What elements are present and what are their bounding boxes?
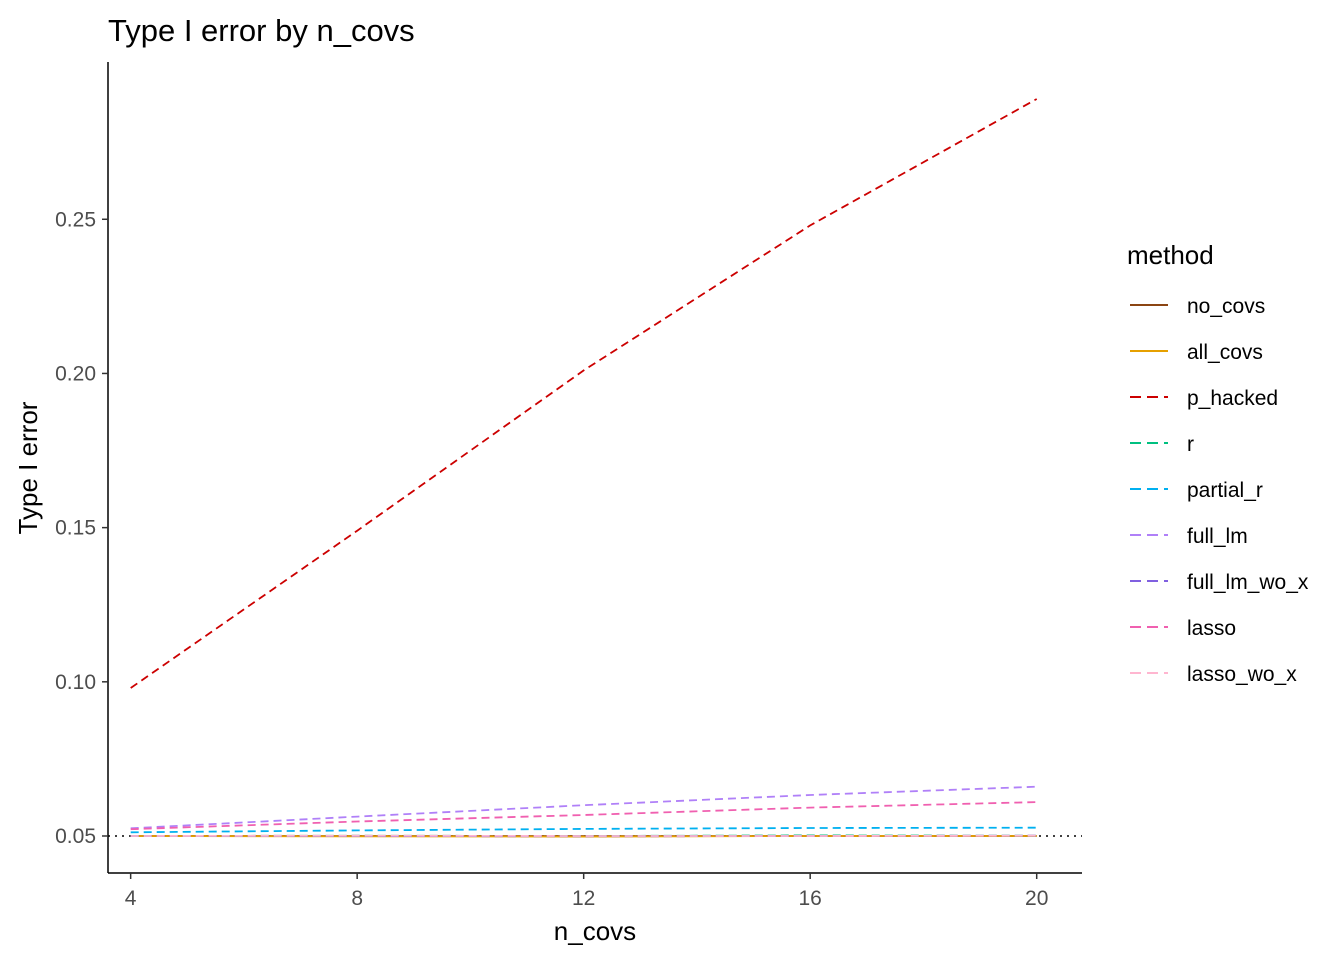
legend-label-r: r [1187,433,1194,456]
plot-area [108,98,1082,838]
legend-label-full-lm-wo-x: full_lm_wo_x [1187,571,1309,594]
series-line-full-lm [130,785,1037,830]
legend-title: method [1127,240,1214,270]
legend-label-p-hacked: p_hacked [1187,387,1278,410]
series-line-p-hacked [130,98,1038,689]
chart-title: Type I error by n_covs [108,13,415,48]
legend-label-lasso: lasso [1187,617,1236,640]
x-axis-title: n_covs [554,916,636,946]
y-axis-title: Type I error [13,401,43,534]
legend-label-lasso-wo-x: lasso_wo_x [1187,663,1297,686]
series-line-lasso [130,801,1037,831]
x-tick-label: 16 [799,887,822,910]
series-line-partial-r [130,826,1037,834]
y-tick-label: 0.15 [55,517,96,540]
y-tick-label: 0.20 [55,362,96,385]
axes: 0.05 0.10 0.15 0.20 0.25 4 8 12 16 20 [55,62,1082,910]
x-tick-label: 20 [1025,887,1048,910]
legend-label-partial-r: partial_r [1187,479,1263,502]
legend-label-full-lm: full_lm [1187,525,1248,548]
legend-label-all-covs: all_covs [1187,341,1263,364]
y-tick-label: 0.10 [55,671,96,694]
legend-label-no-covs: no_covs [1187,295,1265,318]
x-tick-label: 8 [351,887,363,910]
x-tick-label: 4 [125,887,137,910]
x-tick-label: 12 [572,887,595,910]
y-tick-label: 0.25 [55,208,96,231]
y-tick-label: 0.05 [55,825,96,848]
